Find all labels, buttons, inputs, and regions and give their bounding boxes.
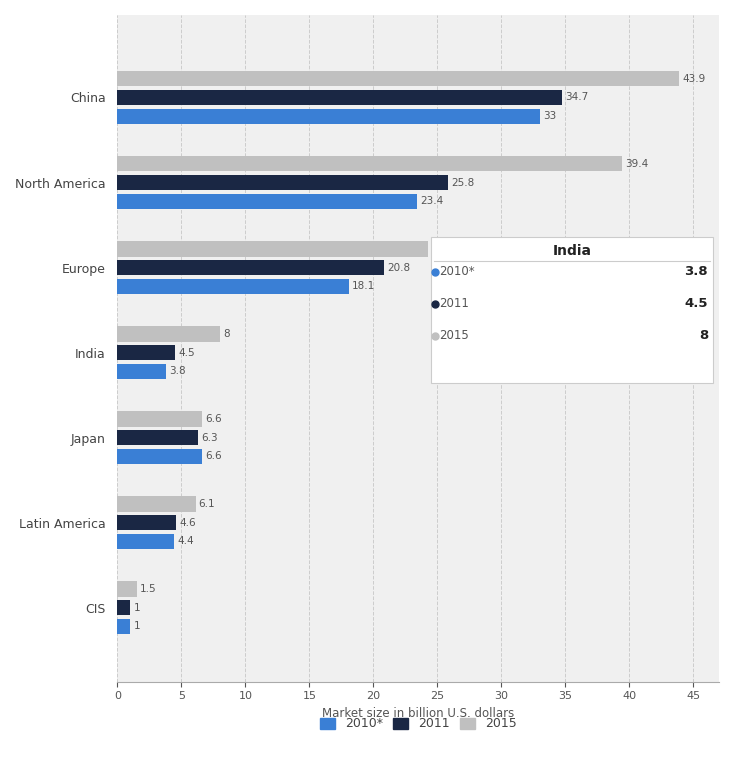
Bar <box>117 448 202 464</box>
Bar <box>117 600 130 615</box>
Text: 2010*: 2010* <box>440 265 475 278</box>
Bar <box>117 412 202 426</box>
Text: 6.6: 6.6 <box>205 414 222 424</box>
Text: 1.5: 1.5 <box>140 584 156 594</box>
Text: 1: 1 <box>134 603 140 613</box>
Text: 3.8: 3.8 <box>685 265 708 278</box>
Bar <box>117 278 349 294</box>
Bar <box>117 90 562 105</box>
Text: 39.4: 39.4 <box>625 159 648 169</box>
FancyBboxPatch shape <box>431 237 713 383</box>
Text: 34.7: 34.7 <box>564 93 588 103</box>
Text: 4.6: 4.6 <box>180 517 196 528</box>
Text: 3.8: 3.8 <box>170 366 186 376</box>
Text: 1: 1 <box>134 622 140 631</box>
Text: India: India <box>552 244 592 258</box>
Bar <box>117 619 130 634</box>
Text: 18.1: 18.1 <box>352 281 376 292</box>
Bar <box>117 156 622 172</box>
Text: 2011: 2011 <box>440 297 469 310</box>
Text: 24.3: 24.3 <box>432 244 455 254</box>
Bar <box>117 496 195 512</box>
Text: 4.5: 4.5 <box>685 297 708 310</box>
Bar <box>117 260 384 275</box>
Text: 2015: 2015 <box>440 329 469 343</box>
Text: 4.5: 4.5 <box>178 347 195 358</box>
Bar <box>117 241 429 256</box>
Text: 43.9: 43.9 <box>683 74 706 84</box>
Bar <box>117 108 539 124</box>
Text: 8: 8 <box>699 329 708 343</box>
Text: 6.3: 6.3 <box>201 433 218 443</box>
Bar <box>117 175 448 191</box>
Text: 8: 8 <box>223 329 230 339</box>
Text: 25.8: 25.8 <box>451 177 474 187</box>
Bar <box>117 534 174 549</box>
Bar <box>117 582 137 597</box>
Bar <box>117 515 176 530</box>
Text: 4.4: 4.4 <box>177 536 194 546</box>
Text: 23.4: 23.4 <box>420 196 443 206</box>
Text: 33: 33 <box>543 111 556 122</box>
Legend: 2010*, 2011, 2015: 2010*, 2011, 2015 <box>315 713 521 735</box>
Text: 6.6: 6.6 <box>205 452 222 461</box>
Bar <box>117 364 166 379</box>
Bar <box>117 326 219 342</box>
X-axis label: Market size in billion U.S. dollars: Market size in billion U.S. dollars <box>322 707 515 720</box>
Bar <box>117 194 417 209</box>
Bar <box>117 71 680 86</box>
Text: 6.1: 6.1 <box>199 499 215 509</box>
Bar <box>117 430 198 445</box>
Bar <box>117 345 175 361</box>
Text: 20.8: 20.8 <box>387 263 410 273</box>
